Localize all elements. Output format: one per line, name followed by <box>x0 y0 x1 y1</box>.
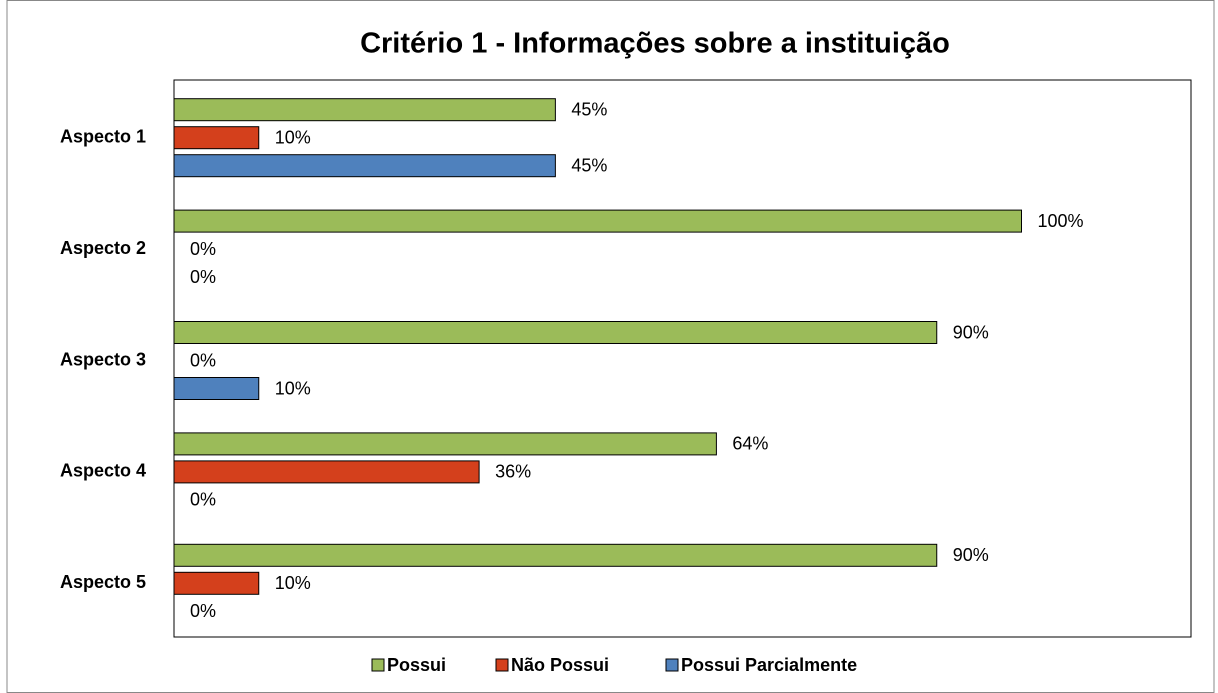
y-tick-label: Aspecto 5 <box>60 572 146 592</box>
bar <box>173 154 556 178</box>
y-tick-label: Aspecto 3 <box>60 349 146 369</box>
data-label: 0% <box>190 267 216 287</box>
data-label: 45% <box>571 99 607 119</box>
chart-title: Critério 1 - Informações sobre a institu… <box>360 28 950 60</box>
bar <box>173 209 1022 233</box>
data-label: 90% <box>953 545 989 565</box>
data-label: 0% <box>190 239 216 259</box>
legend-swatch <box>371 658 385 672</box>
data-label: 0% <box>190 350 216 370</box>
data-label: 90% <box>953 322 989 342</box>
y-tick-label: Aspecto 4 <box>60 461 146 481</box>
data-label: 45% <box>571 155 607 175</box>
bar <box>173 460 480 484</box>
y-tick-label: Aspecto 1 <box>60 126 146 146</box>
legend-swatch <box>665 658 679 672</box>
bar <box>173 543 938 567</box>
data-label: 100% <box>1038 211 1084 231</box>
plot-area <box>173 79 1192 638</box>
bar <box>173 377 260 400</box>
bar <box>173 126 260 150</box>
data-label: 10% <box>275 378 311 398</box>
legend-swatch <box>495 658 509 672</box>
legend-label: Possui <box>387 655 446 675</box>
legend-label: Não Possui <box>511 655 609 675</box>
bar <box>173 432 717 456</box>
bar <box>173 571 260 595</box>
data-label: 10% <box>275 127 311 147</box>
bar <box>173 98 556 122</box>
data-label: 0% <box>190 490 216 510</box>
data-label: 10% <box>275 573 311 593</box>
y-tick-label: Aspecto 2 <box>60 238 146 258</box>
data-label: 36% <box>495 462 531 482</box>
legend-label: Possui Parcialmente <box>681 655 857 675</box>
bar <box>173 321 938 344</box>
data-label: 64% <box>732 434 768 454</box>
data-label: 0% <box>190 601 216 621</box>
